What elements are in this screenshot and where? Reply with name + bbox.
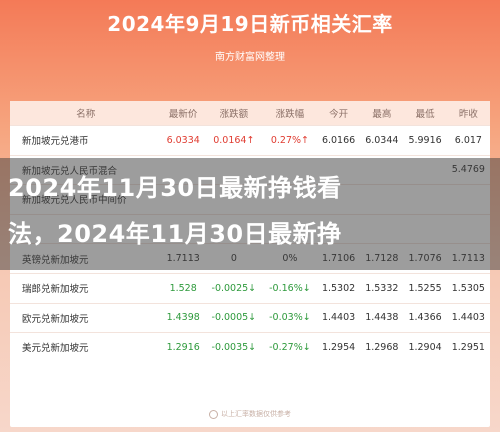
row-open: 1.5302 <box>316 272 361 304</box>
row-change: -0.0035↓ <box>204 332 263 362</box>
overlay-band <box>0 158 500 270</box>
col-open-header: 今开 <box>316 101 361 126</box>
row-high: 1.2968 <box>360 332 404 362</box>
table-row: 美元兑新加坡元 1.2916 -0.0035↓ -0.27%↓ 1.2954 1… <box>10 332 490 362</box>
col-change-header: 涨跌额 <box>204 101 263 126</box>
row-high: 1.5332 <box>360 272 404 304</box>
page-title: 2024年9月19日新币相关汇率 <box>107 12 393 36</box>
table-header-row: 名称 最新价 涨跌额 涨跌幅 今开 最高 最低 昨收 <box>10 101 490 126</box>
row-latest: 1.2916 <box>161 332 205 362</box>
row-name: 欧元兑新加坡元 <box>10 302 162 333</box>
row-open: 6.0166 <box>316 125 361 156</box>
row-name: 美元兑新加坡元 <box>10 332 162 362</box>
source-label: 南方财富网整理 <box>215 52 285 63</box>
row-change-pct: -0.16%↓ <box>262 272 317 304</box>
col-high-header: 最高 <box>360 101 404 126</box>
row-prev: 1.4403 <box>446 302 490 333</box>
table-row: 瑞郎兑新加坡元 1.528 -0.0025↓ -0.16%↓ 1.5302 1.… <box>10 272 490 304</box>
table-row: 欧元兑新加坡元 1.4398 -0.0005↓ -0.03%↓ 1.4403 1… <box>10 302 490 333</box>
row-low: 1.2904 <box>403 332 447 362</box>
col-latest-header: 最新价 <box>161 101 205 126</box>
row-low: 5.9916 <box>403 125 447 156</box>
row-name: 新加坡元兑港币 <box>10 125 162 156</box>
row-latest: 1.4398 <box>161 302 205 333</box>
row-prev: 1.2951 <box>446 332 490 362</box>
row-change-pct: 0.27%↑ <box>262 125 317 156</box>
row-prev: 1.5305 <box>446 272 490 304</box>
row-high: 1.4438 <box>360 302 404 333</box>
col-name-header: 名称 <box>10 101 162 126</box>
row-change: 0.0164↑ <box>204 125 263 156</box>
row-low: 1.5255 <box>403 272 447 304</box>
row-change-pct: -0.27%↓ <box>262 332 317 362</box>
overlay-headline-line1: 2024年11月30日最新挣钱看 <box>8 174 342 202</box>
footer-note: 以上汇率数据仅供参考 <box>0 409 500 419</box>
row-high: 6.0344 <box>360 125 404 156</box>
col-low-header: 最低 <box>403 101 447 126</box>
row-change: -0.0005↓ <box>204 302 263 333</box>
overlay-headline-line2: 法，2024年11月30日最新挣 <box>8 220 342 248</box>
table-row: 新加坡元兑港币 6.0334 0.0164↑ 0.27%↑ 6.0166 6.0… <box>10 125 490 156</box>
row-latest: 1.528 <box>161 272 205 304</box>
row-latest: 6.0334 <box>161 125 205 156</box>
info-icon <box>209 409 218 419</box>
col-prev-header: 昨收 <box>446 101 490 126</box>
row-open: 1.4403 <box>316 302 361 333</box>
row-change: -0.0025↓ <box>204 272 263 304</box>
row-low: 1.4366 <box>403 302 447 333</box>
col-change-pct-header: 涨跌幅 <box>262 101 317 126</box>
row-open: 1.2954 <box>316 332 361 362</box>
row-name: 瑞郎兑新加坡元 <box>10 272 162 304</box>
footer-text: 以上汇率数据仅供参考 <box>221 410 291 418</box>
row-prev: 6.017 <box>446 125 490 156</box>
row-change-pct: -0.03%↓ <box>262 302 317 333</box>
